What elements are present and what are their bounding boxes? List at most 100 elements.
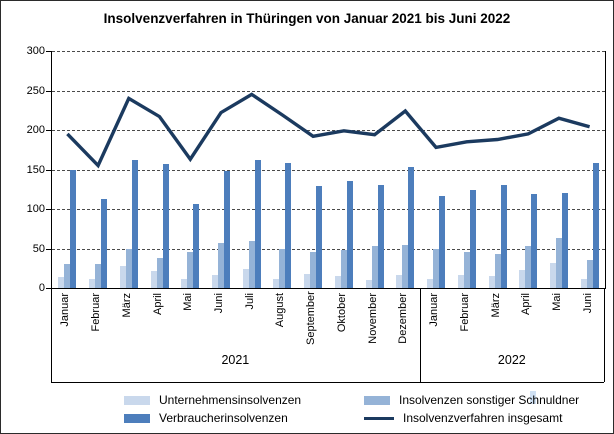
bar-verbraucher-dezember-2021 xyxy=(408,167,415,288)
x-label-november-2021: November xyxy=(366,293,379,344)
bar-unternehmen-januar-2021 xyxy=(58,276,65,288)
y-tick-label-0: 0 xyxy=(38,282,45,294)
y-tick-label-50: 50 xyxy=(32,242,45,255)
x-label-mai-2022: Mai xyxy=(550,293,563,311)
axis-box-line-bottom xyxy=(51,382,604,383)
axis-box-line-2022-end xyxy=(604,288,605,382)
x-label-märz-2021: März xyxy=(120,293,133,318)
bar-sonstige-september-2021 xyxy=(310,252,317,288)
bar-verbraucher-september-2021 xyxy=(316,186,323,288)
bar-unternehmen-juni-2022 xyxy=(580,279,587,288)
x-label-januar-2022: Januar xyxy=(428,293,440,327)
y-tick-100 xyxy=(46,209,51,210)
x-label-juni-2022: Juni xyxy=(581,293,594,314)
axis-box-line-left xyxy=(51,288,52,382)
bar-unternehmen-mai-2022 xyxy=(549,262,556,288)
bar-verbraucher-august-2021 xyxy=(285,163,292,288)
x-label-oktober-2021: Oktober xyxy=(335,293,348,333)
y-tick-label-300: 300 xyxy=(26,45,45,57)
legend-label: Verbraucherinsolvenzen xyxy=(159,411,288,425)
bar-sonstige-mai-2022 xyxy=(555,238,562,288)
year-label-2021: 2021 xyxy=(221,353,250,367)
bar-unternehmen-februar-2021 xyxy=(89,278,96,288)
bar-sonstige-dezember-2021 xyxy=(402,245,409,288)
bar-sonstige-april-2021 xyxy=(156,258,163,288)
legend-swatch-unternehmensinsolvenzen xyxy=(124,396,150,405)
y-tick-300 xyxy=(46,51,51,52)
bar-verbraucher-juni-2022 xyxy=(592,163,599,288)
legend-label: Unternehmensinsolvenzen xyxy=(159,393,302,407)
x-label-januar-2021: Januar xyxy=(59,293,72,327)
bar-unternehmen-april-2021 xyxy=(150,270,157,288)
bar-unternehmen-april-2022 xyxy=(519,269,526,288)
y-tick-0 xyxy=(46,288,51,289)
chart-title: Insolvenzverfahren in Thüringen von Janu… xyxy=(103,11,511,26)
y-tick-label-150: 150 xyxy=(26,163,45,176)
x-label-juni-2021: Juni xyxy=(213,293,225,314)
bar-unternehmen-dezember-2021 xyxy=(396,274,403,288)
bar-sonstige-juni-2021 xyxy=(218,243,224,288)
axis-box-line-2021-end xyxy=(419,288,421,382)
y-tick-label-100: 100 xyxy=(26,203,45,215)
y-tick-50 xyxy=(46,249,51,250)
bar-unternehmen-februar-2022 xyxy=(457,275,464,288)
bar-unternehmen-juli-2021 xyxy=(242,269,249,288)
bar-sonstige-mai-2021 xyxy=(187,252,194,288)
bar-unternehmen-oktober-2021 xyxy=(334,276,341,288)
bar-sonstige-juni-2022 xyxy=(586,260,593,288)
legend-swatch-insolvenzverfahren-insgesamt xyxy=(364,417,394,420)
bar-sonstige-november-2021 xyxy=(371,246,378,288)
x-label-august-2021: August xyxy=(274,293,287,328)
bar-unternehmen-juni-2021 xyxy=(212,274,218,288)
bar-verbraucher-januar-2022 xyxy=(439,196,445,288)
bar-verbraucher-november-2021 xyxy=(377,184,384,288)
bar-verbraucher-januar-2021 xyxy=(70,169,77,288)
gridline-200 xyxy=(52,130,605,131)
bar-sonstige-april-2022 xyxy=(525,246,532,288)
gridline-100 xyxy=(52,209,605,210)
bar-verbraucher-märz-2022 xyxy=(500,185,507,288)
x-label-dezember-2021: Dezember xyxy=(397,293,410,344)
bar-verbraucher-april-2021 xyxy=(162,164,169,288)
legend-swatch-verbraucherinsolvenzen xyxy=(124,414,150,423)
y-tick-250 xyxy=(46,91,51,92)
x-label-mai-2021: Mai xyxy=(182,293,195,311)
bar-unternehmen-mai-2021 xyxy=(181,278,188,288)
y-tick-label-250: 250 xyxy=(26,84,45,97)
x-label-april-2022: April xyxy=(520,293,533,316)
gridline-300 xyxy=(52,51,605,52)
legend-item-insolvenzen-sonstiger-schuldner: Insolvenzen sonstiger Schnuldner xyxy=(364,393,579,408)
legend-label: Insolvenzverfahren insgesamt xyxy=(403,411,563,425)
plot-area xyxy=(51,51,606,289)
bar-verbraucher-märz-2021 xyxy=(131,160,138,288)
gridline-50 xyxy=(52,248,605,250)
bar-verbraucher-oktober-2021 xyxy=(346,180,353,288)
bar-verbraucher-april-2022 xyxy=(531,194,538,288)
bar-verbraucher-mai-2022 xyxy=(561,193,568,288)
x-label-juli-2021: Juli xyxy=(243,293,256,310)
bar-sonstige-august-2021 xyxy=(279,249,286,288)
bar-verbraucher-juni-2021 xyxy=(224,171,230,288)
y-tick-200 xyxy=(46,130,51,131)
bar-unternehmen-september-2021 xyxy=(304,273,311,288)
bar-unternehmen-märz-2021 xyxy=(119,265,126,288)
legend-item-unternehmensinsolvenzen: Unternehmensinsolvenzen xyxy=(124,393,301,408)
x-label-september-2021: September xyxy=(305,291,318,345)
legend-highlight-artifact xyxy=(530,391,536,404)
bar-sonstige-januar-2022 xyxy=(433,248,439,288)
x-label-april-2021: April xyxy=(151,293,164,316)
bar-unternehmen-märz-2022 xyxy=(488,276,495,288)
legend-item-verbraucherinsolvenzen: Verbraucherinsolvenzen xyxy=(124,411,288,426)
y-tick-label-200: 200 xyxy=(26,124,45,136)
bar-unternehmen-august-2021 xyxy=(273,278,280,288)
year-label-2022: 2022 xyxy=(497,353,526,367)
bar-unternehmen-november-2021 xyxy=(365,280,372,288)
legend-label: Insolvenzen sonstiger Schnuldner xyxy=(399,393,580,407)
bar-sonstige-märz-2022 xyxy=(494,254,501,288)
bar-verbraucher-februar-2022 xyxy=(469,190,476,288)
bar-sonstige-februar-2021 xyxy=(95,264,102,288)
bar-verbraucher-februar-2021 xyxy=(101,198,108,288)
bar-unternehmen-januar-2022 xyxy=(427,278,433,288)
legend-swatch-insolvenzen-sonstiger-schuldner xyxy=(364,396,390,405)
